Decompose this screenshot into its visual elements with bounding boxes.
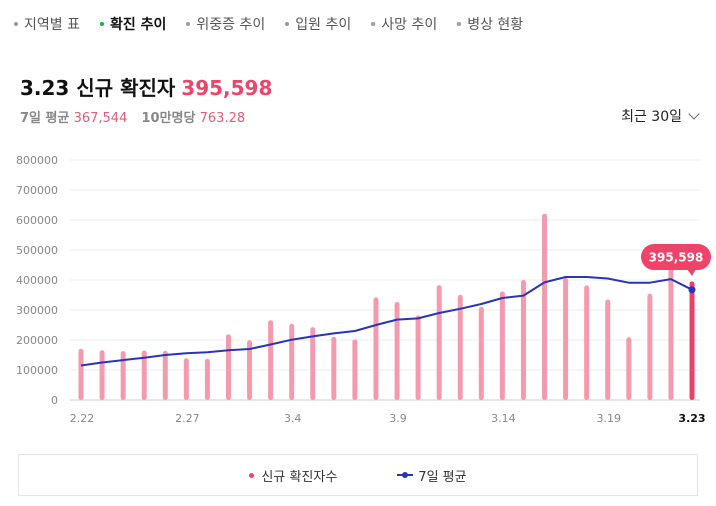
bar <box>626 337 632 400</box>
bar <box>373 297 379 400</box>
tab-label: 위중증 추이 <box>196 17 266 33</box>
bar <box>415 315 421 400</box>
x-tick-label: 2.27 <box>175 412 200 425</box>
y-tick-label: 100000 <box>16 364 58 377</box>
bar <box>204 358 210 400</box>
tab-label: 입원 추이 <box>295 17 352 33</box>
tab-hospitalized-trend[interactable]: 입원 추이 <box>285 14 351 34</box>
bar <box>436 285 442 400</box>
bar <box>478 307 484 400</box>
tab-death-trend[interactable]: 사망 추이 <box>371 14 437 34</box>
bar <box>352 339 358 400</box>
bar <box>647 293 653 400</box>
bar <box>668 252 674 400</box>
legend-label: 7일 평균 <box>418 469 467 485</box>
bar <box>268 320 274 400</box>
avg-value: 367,544 <box>73 111 128 126</box>
y-tick-label: 500000 <box>16 244 58 257</box>
headline-label: 3.23 신규 확진자 <box>20 76 176 100</box>
x-tick-label: 3.4 <box>284 412 302 425</box>
x-tick-label: 3.9 <box>389 412 407 425</box>
bar <box>225 334 231 400</box>
y-tick-label: 200000 <box>16 334 58 347</box>
bar <box>563 277 569 400</box>
chevron-down-icon <box>688 108 700 120</box>
bar <box>289 323 295 400</box>
bullet-icon <box>285 22 290 26</box>
bar <box>162 350 168 400</box>
legend-label: 신규 확진자수 <box>261 469 338 485</box>
x-tick-label: 2.22 <box>70 412 95 425</box>
y-tick-label: 600000 <box>16 214 58 227</box>
summary-stats: 7일 평균 367,544 10만명당 763.28 <box>20 107 255 126</box>
chart-legend: 신규 확진자수 7일 평균 <box>18 454 698 496</box>
bar <box>542 213 548 400</box>
bar <box>499 291 505 400</box>
legend-line-icon <box>397 472 414 478</box>
avg-point <box>688 286 696 294</box>
tab-regional-table[interactable]: 지역별 표 <box>14 14 80 34</box>
legend-dot-icon <box>249 472 255 478</box>
bar <box>457 294 463 400</box>
page-title: 3.23 신규 확진자 395,598 <box>20 72 272 101</box>
y-tick-label: 300000 <box>16 304 58 317</box>
bar <box>331 336 337 400</box>
tab-label: 병상 현황 <box>467 17 524 33</box>
bullet-icon <box>99 22 104 26</box>
period-label: 최근 30일 <box>621 109 682 125</box>
tab-label: 확진 추이 <box>109 17 167 33</box>
bullet-icon <box>457 22 462 26</box>
bar <box>689 281 695 400</box>
tab-bed-status[interactable]: 병상 현황 <box>457 14 523 34</box>
bullet-icon <box>14 22 18 26</box>
y-tick-label: 700000 <box>16 184 58 197</box>
bar <box>183 358 189 400</box>
tab-confirmed-trend[interactable]: 확진 추이 <box>99 14 167 34</box>
avg-label: 7일 평균 <box>20 111 70 126</box>
legend-item-new-cases[interactable]: 신규 확진자수 <box>249 466 337 485</box>
tab-critical-trend[interactable]: 위중증 추이 <box>186 14 265 34</box>
per100k-value: 763.28 <box>199 111 246 126</box>
bar <box>394 301 400 400</box>
bar <box>120 351 126 400</box>
legend-item-7day-avg[interactable]: 7일 평균 <box>397 466 467 485</box>
bar <box>99 350 105 400</box>
tooltip-value: 395,598 <box>649 251 704 265</box>
avg-line <box>80 276 693 367</box>
y-tick-label: 400000 <box>16 274 58 287</box>
confirmed-cases-chart: 0 100000 200000 300000 400000 500000 600000 700… <box>16 154 711 425</box>
bar <box>584 285 590 400</box>
bar <box>78 348 84 400</box>
tab-label: 사망 추이 <box>381 17 438 33</box>
bar <box>141 350 147 400</box>
bar <box>247 340 253 400</box>
tab-bar: 지역별 표 확진 추이 위중증 추이 입원 추이 사망 추이 병상 현황 <box>14 14 543 34</box>
bar <box>605 299 611 400</box>
y-tick-label: 800000 <box>16 154 58 167</box>
bar <box>520 280 526 400</box>
period-dropdown[interactable]: 최근 30일 <box>621 106 700 126</box>
x-tick-label: 3.19 <box>596 412 621 425</box>
bullet-icon <box>371 22 376 26</box>
x-tick-label: 3.14 <box>491 412 516 425</box>
bullet-icon <box>186 22 191 26</box>
tab-label: 지역별 표 <box>24 17 80 33</box>
per100k-label: 10만명당 <box>141 111 196 126</box>
bar <box>310 327 316 400</box>
tooltip-pointer <box>687 269 696 276</box>
y-tick-label: 0 <box>51 394 58 407</box>
tooltip-bubble <box>641 244 711 270</box>
x-tick-label: 3.23 <box>678 412 705 425</box>
headline-count: 395,598 <box>181 76 273 100</box>
